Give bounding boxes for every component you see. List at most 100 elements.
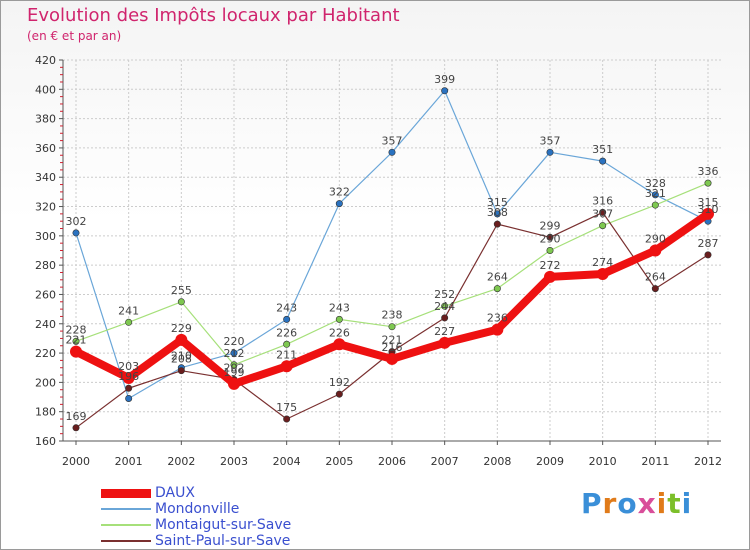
data-point	[704, 179, 712, 187]
data-point	[651, 201, 659, 209]
data-label: 307	[592, 208, 613, 221]
y-tick-label: 420	[35, 54, 56, 67]
data-label: 202	[224, 361, 245, 374]
data-label: 211	[276, 348, 297, 361]
data-point	[125, 384, 133, 392]
y-tick-label: 360	[35, 142, 56, 155]
legend-label: Montaigut-sur-Save	[155, 517, 292, 533]
data-point	[651, 285, 659, 293]
legend-swatch	[101, 488, 151, 498]
data-label: 321	[645, 187, 666, 200]
data-label: 328	[645, 177, 666, 190]
data-label: 322	[329, 186, 350, 199]
x-tick-label: 2012	[694, 455, 722, 468]
data-label: 226	[329, 326, 350, 339]
logo-letter: P	[581, 487, 603, 520]
data-point	[599, 157, 607, 165]
data-point	[599, 222, 607, 230]
data-label: 264	[487, 271, 508, 284]
data-label: 221	[382, 334, 403, 347]
data-point	[388, 323, 396, 331]
y-tick-label: 200	[35, 376, 56, 389]
data-point	[491, 323, 504, 336]
y-tick-label: 380	[35, 113, 56, 126]
data-label: 351	[592, 143, 613, 156]
x-tick-label: 2002	[167, 455, 195, 468]
data-point	[70, 345, 82, 358]
data-point	[228, 377, 240, 390]
logo-letter: o	[617, 487, 638, 520]
chart-subtitle: (en € et par an)	[27, 29, 122, 43]
data-label: 236	[487, 312, 508, 325]
data-point	[493, 210, 501, 218]
data-point	[438, 336, 451, 349]
data-label: 315	[487, 196, 508, 209]
data-point	[546, 247, 554, 255]
legend-swatch	[101, 508, 151, 510]
legend-item: Saint-Paul-sur-Save	[101, 533, 290, 549]
data-label: 226	[276, 326, 297, 339]
data-point	[546, 148, 554, 156]
data-point	[283, 315, 291, 323]
data-point	[72, 337, 80, 345]
data-label: 221	[66, 334, 87, 347]
data-label: 357	[382, 134, 403, 147]
legend-swatch	[101, 524, 151, 526]
data-label: 220	[224, 335, 245, 348]
data-point	[335, 390, 343, 398]
data-label: 175	[276, 401, 297, 414]
x-tick-label: 2003	[220, 455, 248, 468]
data-point	[441, 314, 449, 322]
data-point	[596, 267, 609, 280]
data-label: 302	[66, 215, 87, 228]
data-label: 212	[224, 347, 245, 360]
data-label: 196	[118, 370, 139, 383]
data-point	[283, 415, 291, 423]
data-label: 336	[698, 165, 719, 178]
data-point	[493, 285, 501, 293]
data-point	[546, 233, 554, 241]
data-point	[649, 244, 662, 257]
y-tick-label: 260	[35, 288, 56, 301]
data-point	[651, 191, 659, 199]
logo-letter: t	[667, 487, 682, 520]
data-label: 243	[329, 301, 350, 314]
data-label: 241	[118, 304, 139, 317]
data-label: 357	[540, 134, 561, 147]
x-tick-label: 2004	[273, 455, 301, 468]
data-label: 290	[645, 233, 666, 246]
legend-item: Montaigut-sur-Save	[101, 517, 291, 533]
data-label: 227	[434, 325, 455, 338]
y-tick-label: 180	[35, 406, 56, 419]
data-label: 244	[434, 300, 455, 313]
legend-item: DAUX	[101, 485, 195, 501]
data-label: 399	[434, 73, 455, 86]
y-tick-label: 400	[35, 83, 56, 96]
x-tick-label: 2006	[378, 455, 406, 468]
data-label: 169	[66, 410, 87, 423]
y-tick-label: 300	[35, 230, 56, 243]
data-label: 264	[645, 271, 666, 284]
data-label: 287	[698, 237, 719, 250]
y-tick-label: 160	[35, 435, 56, 448]
data-label: 290	[540, 233, 561, 246]
data-point	[388, 148, 396, 156]
data-label: 316	[592, 194, 613, 207]
legend-item: Mondonville	[101, 501, 239, 517]
logo-letter: i	[656, 487, 668, 520]
y-tick-label: 280	[35, 259, 56, 272]
x-tick-label: 2008	[483, 455, 511, 468]
data-label: 315	[698, 196, 719, 209]
data-label: 243	[276, 301, 297, 314]
x-tick-label: 2009	[536, 455, 564, 468]
data-label: 228	[66, 323, 87, 336]
data-point	[230, 349, 238, 357]
logo-letter: r	[602, 487, 618, 520]
proxiti-logo: Proxiti	[581, 487, 692, 520]
data-point	[177, 367, 185, 375]
x-tick-label: 2001	[115, 455, 143, 468]
y-tick-label: 240	[35, 318, 56, 331]
data-point	[122, 371, 135, 384]
x-tick-label: 2005	[325, 455, 353, 468]
